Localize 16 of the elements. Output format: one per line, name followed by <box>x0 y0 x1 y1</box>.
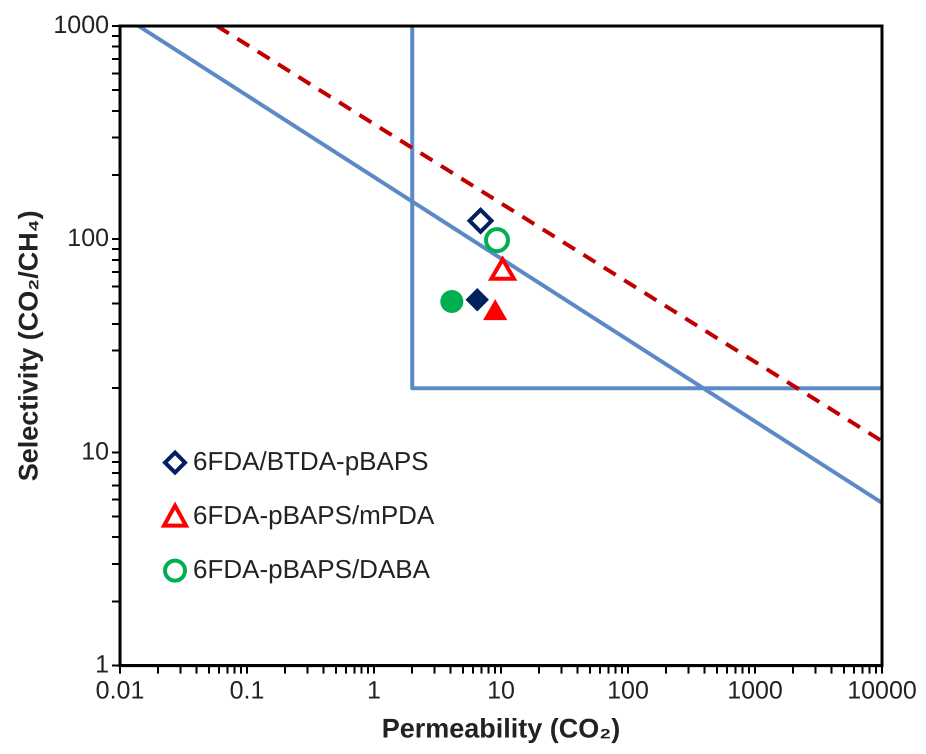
x-tick-label: 0.01 <box>96 676 144 704</box>
legend-label: 6FDA/BTDA-pBAPS <box>193 446 429 476</box>
legend-label: 6FDA-pBAPS/mPDA <box>193 500 435 530</box>
x-axis-title: Permeability (CO₂) <box>382 713 620 744</box>
y-tick-label: 1000 <box>53 10 110 39</box>
x-tick-label: 10000 <box>847 676 917 704</box>
x-tick-label: 10 <box>487 676 515 704</box>
y-tick-label: 1 <box>95 650 110 678</box>
x-tick-label: 1 <box>367 676 381 704</box>
y-tick-label: 100 <box>67 224 110 252</box>
x-tick-label: 0.1 <box>230 676 264 704</box>
y-tick-label: 10 <box>81 437 110 466</box>
y-axis-title: Selectivity (CO₂/CH₄) <box>14 210 44 482</box>
x-tick-label: 1000 <box>727 676 783 704</box>
legend-label: 6FDA-pBAPS/DABA <box>193 554 431 584</box>
x-tick-label: 100 <box>607 676 649 704</box>
